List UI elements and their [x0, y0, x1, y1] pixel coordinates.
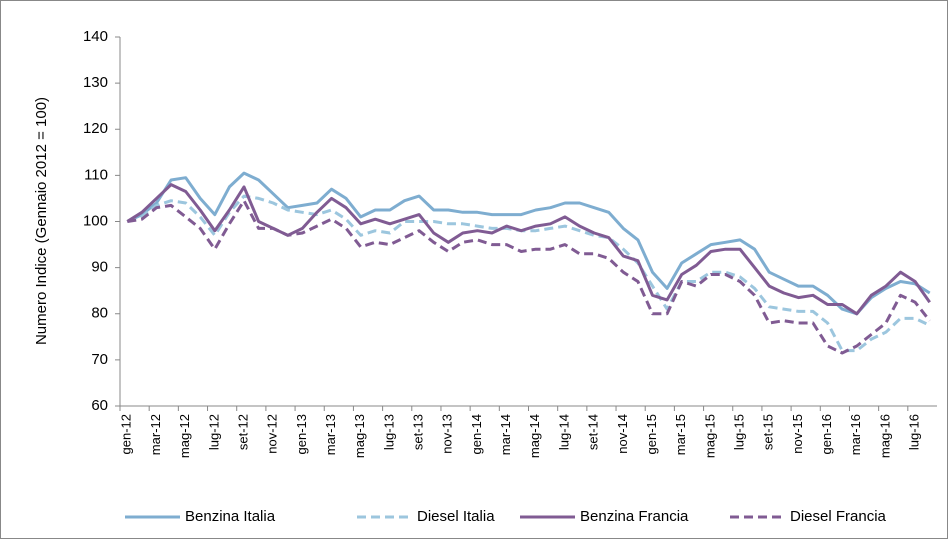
x-tick-label: gen-14 [469, 414, 484, 454]
y-tick-label: 140 [83, 28, 108, 45]
x-tick-label: mag-12 [177, 414, 192, 458]
x-tick-label: lug-14 [556, 414, 571, 450]
x-tick-label: mag-15 [702, 414, 717, 458]
x-tick-label: gen-16 [819, 414, 834, 454]
x-tick-label: gen-12 [119, 414, 134, 454]
legend-label: Benzina Italia [185, 508, 276, 525]
x-tick-label: set-15 [761, 414, 776, 450]
x-tick-label: mar-13 [323, 414, 338, 455]
x-tick-label: mag-14 [527, 414, 542, 458]
y-tick-label: 130 [83, 74, 108, 91]
x-tick-label: mar-12 [148, 414, 163, 455]
series-line [126, 183, 931, 316]
x-tick-label: mag-13 [352, 414, 367, 458]
series-line [126, 171, 931, 316]
x-tick-label: set-14 [586, 414, 601, 450]
x-tick-label: lug-15 [731, 414, 746, 450]
y-tick-label: 120 [83, 120, 108, 137]
x-tick-label: gen-13 [294, 414, 309, 454]
x-tick-label: set-12 [235, 414, 250, 450]
y-tick-label: 80 [91, 305, 108, 322]
x-tick-label: nov-15 [790, 414, 805, 454]
x-tick-label: nov-12 [265, 414, 280, 454]
series-line [127, 199, 931, 355]
x-tick-label: nov-14 [615, 414, 630, 454]
x-tick-label: mar-14 [498, 414, 513, 455]
x-tick-label: gen-15 [644, 414, 659, 454]
y-tick-label: 60 [91, 397, 108, 414]
x-tick-label: lug-13 [381, 414, 396, 450]
y-tick-label: 90 [91, 259, 108, 276]
x-tick-label: lug-16 [907, 414, 922, 450]
legend-label: Diesel Italia [417, 508, 495, 525]
x-tick-label: mar-15 [673, 414, 688, 455]
x-tick-label: nov-13 [440, 414, 455, 454]
x-tick-label: lug-12 [206, 414, 221, 450]
series-line [126, 194, 931, 353]
legend-label: Diesel Francia [790, 508, 887, 525]
y-tick-label: 100 [83, 212, 108, 229]
legend-label: Benzina Francia [580, 508, 689, 525]
y-tick-label: 70 [91, 351, 108, 368]
y-tick-label: 110 [84, 166, 108, 183]
x-tick-label: mag-16 [877, 414, 892, 458]
x-tick-label: set-13 [411, 414, 426, 450]
x-tick-label: mar-16 [848, 414, 863, 455]
y-axis-label: Numero Indice (Gennaio 2012 = 100) [33, 97, 50, 345]
